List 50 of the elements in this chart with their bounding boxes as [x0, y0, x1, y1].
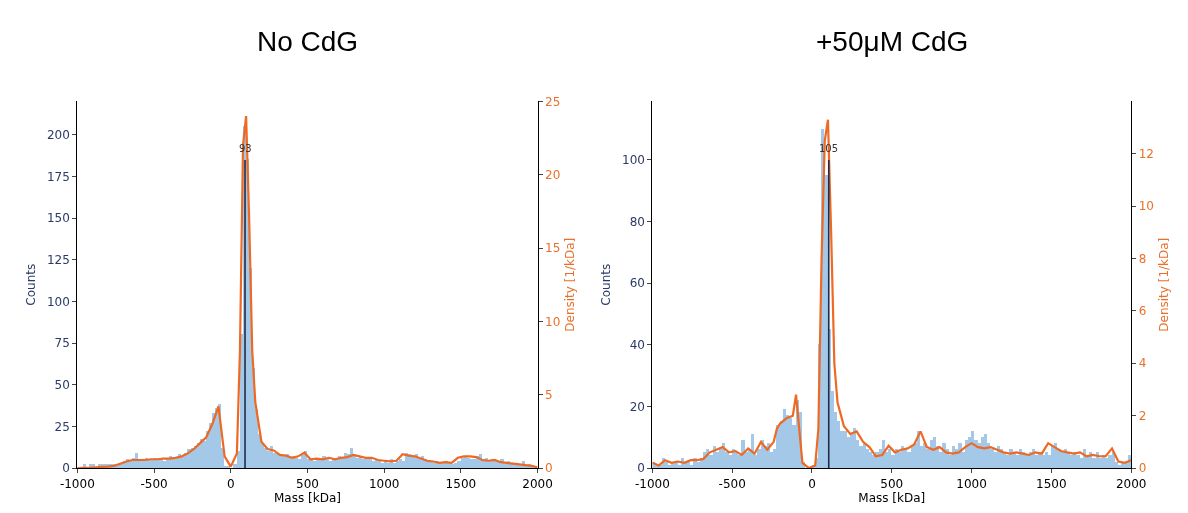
y-tick-label: 75: [54, 336, 70, 351]
x-tick-label: 500: [296, 476, 319, 491]
y-tick-label: 40: [629, 338, 645, 352]
x-tick-label: 500: [880, 476, 904, 491]
x-axis-title: Mass [kDa]: [273, 490, 341, 505]
y-tick-label: 20: [629, 399, 645, 414]
y-tick-label: 175: [46, 169, 70, 184]
y-tick-label: 100: [46, 294, 70, 309]
y-tick-label: 80: [629, 214, 645, 229]
y-axis-title: Counts: [24, 263, 39, 306]
y-tick-label: 25: [54, 419, 70, 434]
x-tick-label: 1500: [445, 476, 477, 491]
y2-axis-title: Density [1/kDa]: [563, 237, 578, 332]
x-tick-label: 0: [808, 476, 816, 491]
x-tick-label: 1000: [368, 476, 400, 491]
y2-tick-label: 10: [545, 314, 561, 329]
x-tick-label: -500: [140, 476, 168, 491]
x-tick-label: 0: [226, 476, 235, 491]
y2-tick-label: 5: [545, 387, 553, 402]
x-tick-label: 1000: [956, 476, 987, 491]
y2-tick-label: 4: [1138, 356, 1147, 371]
y2-tick-label: 0: [1138, 461, 1147, 476]
y-axis-title: Counts: [599, 263, 614, 306]
y2-tick-label: 15: [545, 241, 561, 256]
x-tick-label: 1500: [1036, 476, 1067, 491]
y2-tick-label: 20: [545, 167, 561, 182]
y2-tick-label: 0: [545, 461, 553, 476]
y-tick-label: 150: [46, 211, 70, 226]
y-tick-label: 0: [637, 461, 645, 476]
y-tick-label: 0: [62, 461, 70, 476]
y-tick-label: 50: [54, 377, 70, 392]
y-tick-label: 100: [622, 153, 645, 168]
y2-tick-label: 25: [545, 94, 561, 109]
y2-tick-label: 8: [1138, 251, 1147, 266]
chart-title: +50μM CdG: [816, 26, 969, 57]
x-axis-title: Mass [kDa]: [858, 490, 926, 505]
y2-tick-label: 2: [1138, 408, 1147, 423]
y2-axis-title: Density [1/kDa]: [1156, 237, 1171, 332]
x-tick-label: 2000: [522, 476, 553, 491]
x-tick-label: -500: [718, 476, 746, 491]
chart-title: No CdG: [257, 26, 359, 57]
y2-tick-label: 6: [1138, 304, 1147, 319]
y2-tick-label: 10: [1138, 199, 1154, 214]
x-tick-label: 2000: [1115, 476, 1147, 491]
x-tick-label: -1000: [634, 476, 670, 491]
y2-tick-label: 12: [1138, 146, 1154, 161]
x-tick-label: -1000: [59, 476, 95, 491]
y-tick-label: 200: [46, 127, 70, 142]
y-tick-label: 60: [629, 276, 645, 291]
y-tick-label: 125: [46, 252, 70, 267]
